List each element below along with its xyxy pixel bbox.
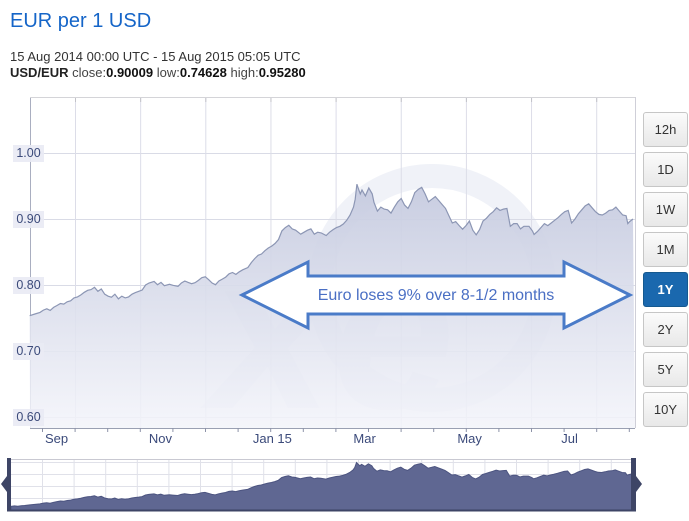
navigator-right-handle[interactable] [631,458,642,511]
range-button-12h[interactable]: 12h [643,112,688,147]
range-button-2y[interactable]: 2Y [643,312,688,347]
y-tick-label: 0.70 [13,343,44,360]
range-button-column: 12h 1D 1W 1M 1Y 2Y 5Y 10Y [643,112,688,432]
x-tick-label-jul: Jul [561,431,578,446]
y-tick-label: 1.00 [13,145,44,162]
main-chart-plot[interactable] [29,97,636,432]
x-tick-label-nov: Nov [148,431,173,446]
usd-eur-line [29,184,634,317]
range-button-1d[interactable]: 1D [643,152,688,187]
range-button-10y[interactable]: 10Y [643,392,688,427]
range-button-1m[interactable]: 1M [643,232,688,267]
low-value: 0.74628 [179,65,227,80]
x-tick-label-jan-15: Jan 15 [252,431,292,446]
navigator-left-handle[interactable] [1,458,11,511]
high-value: 0.95280 [258,65,306,80]
range-button-1y[interactable]: 1Y [643,272,688,307]
range-button-1w[interactable]: 1W [643,192,688,227]
navigator[interactable] [1,458,642,512]
y-tick-label: 0.60 [13,409,44,426]
date-range-subtitle: 15 Aug 2014 00:00 UTC - 15 Aug 2015 05:0… [10,49,301,64]
low-label: low: [156,65,180,80]
close-value: 0.90009 [106,65,154,80]
page-title: EUR per 1 USD [10,10,152,32]
x-tick-label-may: May [457,431,482,446]
y-tick-label: 0.80 [13,277,44,294]
x-tick-label-sep: Sep [44,431,69,446]
rate-stats-line: USD/EUR close:0.90009 low:0.74628 high:0… [10,65,306,80]
navigator-area [10,461,633,511]
high-label: high: [230,65,259,80]
currency-pair-label: USD/EUR [10,65,69,80]
range-button-5y[interactable]: 5Y [643,352,688,387]
double-arrow-annotation [238,259,634,331]
y-tick-label: 0.90 [13,211,44,228]
close-label: close: [72,65,107,80]
x-tick-label-mar: Mar [353,431,376,446]
